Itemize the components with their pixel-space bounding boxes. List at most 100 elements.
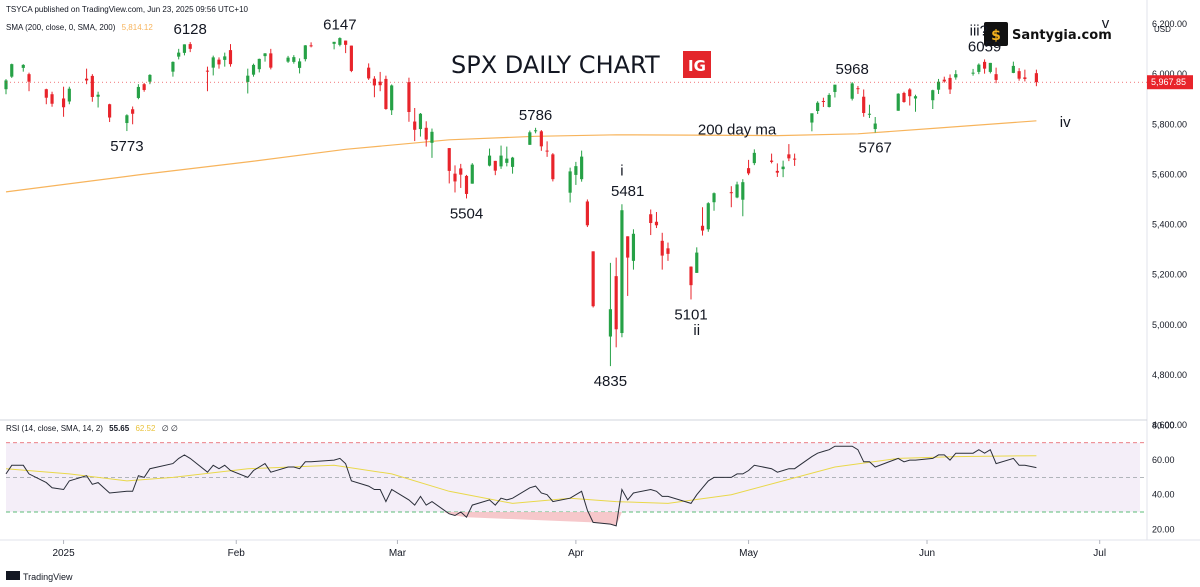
chart-annotation: ii bbox=[693, 322, 700, 339]
candle bbox=[96, 91, 100, 108]
last-price-tag bbox=[1147, 75, 1193, 90]
candle bbox=[344, 40, 348, 54]
candle-body bbox=[182, 44, 187, 53]
ig-badge: IG bbox=[683, 51, 711, 78]
price-pane: 6,200.00 6,000.00 5,800.00 5,600.00 5,400.00… bbox=[4, 15, 1193, 430]
rsi-oversold-fill bbox=[443, 512, 622, 526]
candle-body bbox=[228, 50, 233, 65]
candle-body bbox=[850, 83, 854, 99]
chart-annotation: i bbox=[620, 163, 623, 180]
rsi-legend: RSI (14, close, SMA, 14, 2) 55.65 62.52 … bbox=[6, 424, 178, 433]
candle-body bbox=[591, 251, 595, 307]
candle bbox=[867, 104, 872, 119]
candle bbox=[913, 94, 918, 112]
candle-body bbox=[971, 72, 975, 74]
candle-body bbox=[631, 233, 636, 261]
candle bbox=[413, 107, 417, 142]
candle bbox=[746, 159, 751, 176]
candle bbox=[372, 76, 376, 98]
price-axis-tick: 5,000.00 bbox=[1152, 320, 1187, 330]
candle bbox=[447, 148, 451, 184]
candle bbox=[936, 78, 941, 94]
candle-body bbox=[908, 89, 912, 97]
candle bbox=[1011, 61, 1015, 74]
candle bbox=[223, 52, 227, 67]
candle bbox=[499, 145, 503, 169]
candle-body bbox=[292, 57, 296, 62]
candle bbox=[585, 199, 589, 228]
sma-legend-value: 5,814.12 bbox=[122, 23, 154, 32]
candle bbox=[954, 70, 958, 80]
candle bbox=[775, 163, 779, 177]
candle bbox=[148, 74, 152, 85]
rsi-legend-label: RSI (14, close, SMA, 14, 2) bbox=[6, 424, 103, 433]
price-axis-tick: 6,200.00 bbox=[1152, 19, 1187, 29]
candle bbox=[50, 91, 54, 107]
candle-body bbox=[994, 74, 998, 80]
sma-200-line bbox=[5, 120, 1037, 193]
candle-body bbox=[827, 94, 831, 107]
santygia-logo-icon bbox=[984, 22, 1008, 46]
candle-body bbox=[729, 192, 733, 194]
candle bbox=[821, 97, 825, 107]
candle bbox=[660, 232, 664, 270]
candle bbox=[367, 63, 371, 80]
candle bbox=[770, 153, 774, 164]
tradingview-logo-icon bbox=[6, 571, 20, 580]
santygia-watermark: $ Santygia.com bbox=[984, 22, 1112, 46]
candle-body bbox=[142, 84, 146, 90]
candle-body bbox=[752, 152, 756, 164]
candle bbox=[977, 63, 981, 75]
candle-body bbox=[10, 64, 14, 77]
candle-body bbox=[211, 57, 215, 68]
candle-body bbox=[85, 78, 89, 81]
candle-body bbox=[349, 45, 353, 71]
candle bbox=[349, 45, 353, 73]
candle bbox=[430, 128, 434, 158]
candle-body bbox=[263, 53, 267, 57]
candle bbox=[591, 251, 595, 308]
rsi-line bbox=[5, 445, 1037, 527]
candle bbox=[1023, 69, 1027, 82]
rsi-legend-extra: ∅ ∅ bbox=[162, 424, 178, 433]
candle bbox=[61, 86, 66, 117]
chart-title: SPX DAILY CHART bbox=[451, 51, 660, 79]
chart-annotation: 4835 bbox=[594, 373, 627, 390]
candle-body bbox=[430, 131, 434, 143]
candle bbox=[125, 114, 129, 132]
candle-body bbox=[741, 182, 745, 200]
candle bbox=[418, 113, 423, 137]
candle-body bbox=[487, 155, 492, 166]
candle-body bbox=[378, 81, 382, 86]
candle-body bbox=[620, 210, 624, 334]
candle-body bbox=[770, 160, 774, 162]
candle bbox=[269, 48, 273, 70]
ig-badge-box bbox=[683, 51, 711, 78]
candle bbox=[44, 88, 48, 105]
candle-body bbox=[977, 64, 981, 72]
candle-body bbox=[21, 64, 25, 68]
candle bbox=[706, 202, 710, 232]
candle-body bbox=[1023, 77, 1027, 79]
candle bbox=[614, 257, 618, 348]
candle bbox=[896, 93, 900, 111]
time-axis-tick: 2025 bbox=[52, 548, 75, 559]
candle bbox=[1034, 69, 1038, 87]
chart-annotation: v bbox=[1102, 15, 1110, 32]
rsi-axis-tick: 80.00 bbox=[1152, 420, 1175, 430]
chart-annotation: 6128 bbox=[174, 21, 207, 38]
candle-body bbox=[338, 38, 342, 45]
candle-body bbox=[867, 113, 872, 115]
candle bbox=[539, 130, 543, 151]
price-axis-tick: 6,000.00 bbox=[1152, 69, 1187, 79]
candle-body bbox=[942, 79, 946, 82]
chart-annotation: 5968 bbox=[835, 61, 868, 78]
candle-body bbox=[862, 96, 866, 114]
candle bbox=[263, 53, 267, 62]
candle-body bbox=[344, 40, 348, 45]
candle-body bbox=[424, 127, 428, 140]
candle bbox=[908, 88, 912, 106]
candle-body bbox=[1011, 65, 1015, 73]
candle bbox=[620, 204, 624, 338]
candle bbox=[810, 113, 814, 132]
